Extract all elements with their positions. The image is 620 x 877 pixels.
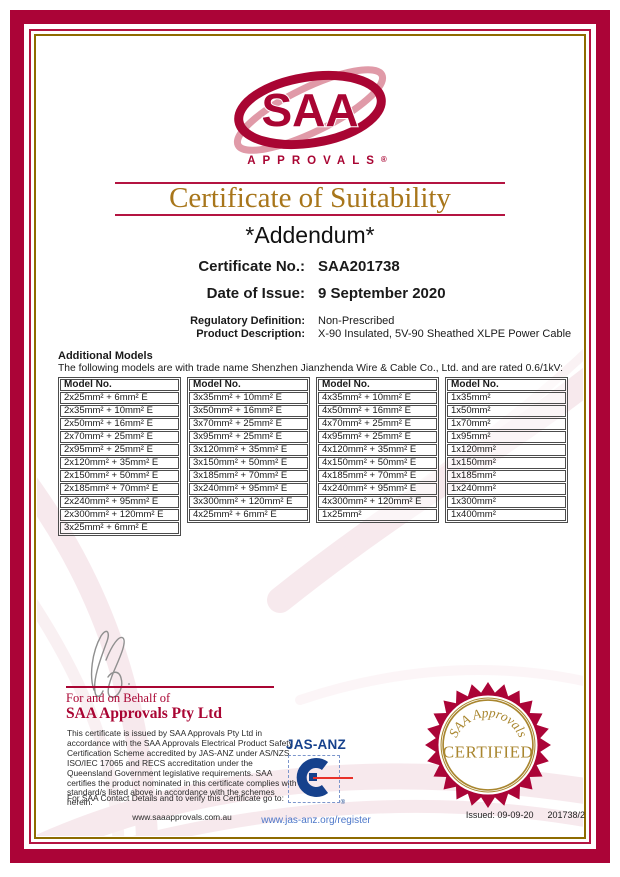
model-cell: 3x300mm² + 120mm² E — [189, 496, 308, 508]
jas-anz-red-line-icon — [313, 777, 353, 779]
model-cell: 2x300mm² + 120mm² E — [60, 509, 179, 521]
model-cell: 3x35mm² + 10mm² E — [189, 392, 308, 404]
model-cell: 2x185mm² + 70mm² E — [60, 483, 179, 495]
model-cell: 2x120mm² + 35mm² E — [60, 457, 179, 469]
model-cell: 4x120mm² + 35mm² E — [318, 444, 437, 456]
model-column-header: Model No. — [318, 379, 437, 391]
model-cell: 1x70mm² — [447, 418, 566, 430]
saa-logo-graphic: SAA — [233, 66, 387, 154]
document-ref: 201738/2 — [547, 810, 585, 820]
date-of-issue-label: Date of Issue: — [206, 285, 305, 302]
model-cell: 3x120mm² + 35mm² E — [189, 444, 308, 456]
regulatory-definition-label: Regulatory Definition: — [190, 315, 305, 327]
model-cell: 2x150mm² + 50mm² E — [60, 470, 179, 482]
approvals-word: APPROVALS — [247, 155, 381, 167]
model-column-header: Model No. — [447, 379, 566, 391]
model-table: Model No. 4x35mm² + 10mm² E 4x50mm² + 16mm… — [316, 377, 439, 523]
addendum-title: *Addendum* — [245, 222, 375, 248]
model-cell: 4x150mm² + 50mm² E — [318, 457, 437, 469]
model-table: Model No. 2x25mm² + 6mm² E 2x35mm² + 10mm²… — [58, 377, 181, 536]
saa-logo-approvals: APPROVALS® — [0, 155, 620, 167]
model-cell: 3x70mm² + 25mm² E — [189, 418, 308, 430]
date-of-issue-value: 9 September 2020 — [318, 285, 446, 302]
jas-anz-logo: JAS-ANZ ® — [286, 737, 353, 806]
model-cell: 4x25mm² + 6mm² E — [189, 509, 308, 521]
model-cell: 1x300mm² — [447, 496, 566, 508]
model-cell: 4x95mm² + 25mm² E — [318, 431, 437, 443]
model-cell: 4x70mm² + 25mm² E — [318, 418, 437, 430]
model-table: Model No. 1x35mm² 1x50mm² 1x70mm² 1x95mm² 1x1… — [445, 377, 568, 523]
certificate-number-value: SAA201738 — [318, 258, 400, 275]
model-cell: 4x50mm² + 16mm² E — [318, 405, 437, 417]
model-cell: 2x35mm² + 10mm² E — [60, 405, 179, 417]
model-cell: 2x70mm² + 25mm² E — [60, 431, 179, 443]
model-cell: 1x35mm² — [447, 392, 566, 404]
model-cell: 2x25mm² + 6mm² E — [60, 392, 179, 404]
model-cell: 2x240mm² + 95mm² E — [60, 496, 179, 508]
model-cell: 1x400mm² — [447, 509, 566, 521]
regulatory-definition-row: Regulatory Definition: Non-Prescribed — [60, 315, 580, 327]
issued-reference: Issued: 09-09-20 201738/2 — [400, 810, 585, 820]
verify-text: For SAA Contact Details and to verify th… — [67, 793, 284, 803]
model-cell: 4x185mm² + 70mm² E — [318, 470, 437, 482]
model-cell: 2x95mm² + 25mm² E — [60, 444, 179, 456]
model-cell: 1x50mm² — [447, 405, 566, 417]
certified-seal: SAA Approvals CERTIFIED — [425, 682, 551, 808]
model-cell: 3x240mm² + 95mm² E — [189, 483, 308, 495]
watermark-clip — [37, 37, 583, 836]
model-cell: 1x95mm² — [447, 431, 566, 443]
model-column-header: Model No. — [189, 379, 308, 391]
model-cell: 1x185mm² — [447, 470, 566, 482]
model-cell: 1x150mm² — [447, 457, 566, 469]
model-cell: 2x50mm² + 16mm² E — [60, 418, 179, 430]
model-table: Model No. 3x35mm² + 10mm² E 3x50mm² + 16mm… — [187, 377, 310, 523]
saa-logo: SAA — [0, 64, 620, 161]
jas-anz-wordmark: JAS-ANZ — [286, 737, 346, 752]
model-cell: 4x300mm² + 120mm² E — [318, 496, 437, 508]
product-description-label: Product Description: — [196, 328, 305, 340]
additional-models-intro: The following models are with trade name… — [58, 363, 564, 374]
certificate-title-block: Certificate of Suitability — [115, 182, 505, 216]
model-cell: 1x120mm² — [447, 444, 566, 456]
disclaimer-text: This certificate is issued by SAA Approv… — [67, 728, 297, 808]
additional-models-heading: Additional Models — [58, 350, 153, 362]
model-cell: 3x185mm² + 70mm² E — [189, 470, 308, 482]
model-cell: 4x35mm² + 10mm² E — [318, 392, 437, 404]
saa-logo-text: SAA — [261, 84, 358, 136]
signature-behalf-text: For and on Behalf of — [66, 691, 171, 705]
jas-anz-emblem: ® — [288, 755, 353, 806]
saa-website-link[interactable]: www.saaapprovals.com.au — [132, 812, 232, 822]
certificate-number-label: Certificate No.: — [198, 258, 305, 275]
issued-date: Issued: 09-09-20 — [465, 810, 534, 820]
product-description-row: Product Description: X-90 Insulated, 5V-… — [60, 328, 580, 340]
model-cell: 3x95mm² + 25mm² E — [189, 431, 308, 443]
seal-certified-text: CERTIFIED — [443, 742, 534, 761]
signature-line — [66, 686, 274, 688]
model-cell: 3x25mm² + 6mm² E — [60, 522, 179, 534]
page-title: Certificate of Suitability — [169, 182, 451, 214]
signature-scribble — [90, 630, 130, 698]
certificate-number-row: Certificate No.: SAA201738 — [60, 258, 580, 275]
model-cell: 1x240mm² — [447, 483, 566, 495]
model-cell: 3x150mm² + 50mm² E — [189, 457, 308, 469]
registered-mark: ® — [380, 155, 387, 164]
product-description-value: X-90 Insulated, 5V-90 Sheathed XLPE Powe… — [318, 328, 572, 340]
date-of-issue-row: Date of Issue: 9 September 2020 — [60, 285, 580, 302]
signature-company-name: SAA Approvals Pty Ltd — [66, 705, 223, 722]
model-cell: 4x240mm² + 95mm² E — [318, 483, 437, 495]
model-cell: 3x50mm² + 16mm² E — [189, 405, 308, 417]
jas-anz-register-link[interactable]: www.jas-anz.org/register — [261, 815, 371, 826]
regulatory-definition-value: Non-Prescribed — [318, 315, 395, 327]
model-column-header: Model No. — [60, 379, 179, 391]
model-cell: 1x25mm² — [318, 509, 437, 521]
jas-anz-registered-mark: ® — [340, 800, 345, 806]
watermark-swirls — [37, 349, 583, 836]
